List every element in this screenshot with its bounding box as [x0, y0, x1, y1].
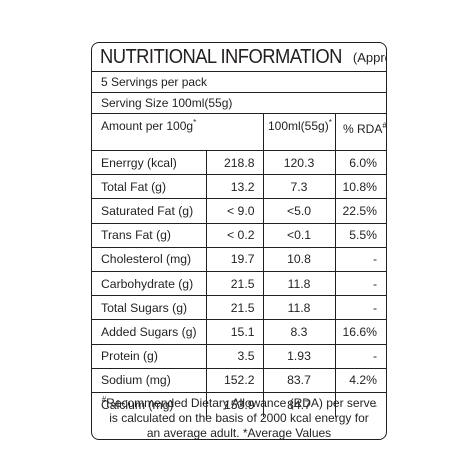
table-row: Added Sugars (g) 15.1 8.3 16.6% [92, 319, 386, 344]
value-per-serve: 7.3 [263, 174, 336, 199]
nutrient-name: Calcium (mg) [92, 391, 207, 417]
nutrient-name: Cholesterol (mg) [92, 246, 207, 272]
amount-header-mark: * [193, 118, 197, 127]
value-per-100g: 19.7 [206, 246, 264, 272]
table-row: Protein (g) 3.5 1.93- [92, 343, 386, 369]
nutrient-name: Total Sugars (g) [92, 295, 207, 320]
value-per-100g: < 9.0 [206, 198, 264, 224]
per-serve-header: 100ml(55g)* [268, 118, 332, 133]
value-per-serve: 11.8 [263, 270, 336, 296]
table-row: Sodium (mg) 152.2 83.7 4.2% [92, 367, 386, 393]
servings-per-pack: 5 Servings per pack [101, 75, 208, 89]
value-per-100g: 218.8 [206, 149, 264, 175]
value-per-100g: 21.5 [206, 295, 264, 320]
table-row: Total Sugars (g) 21.5 11.8- [92, 295, 386, 320]
value-per-serve: 10.8 [263, 246, 336, 272]
value-per-serve: <5.0 [263, 198, 336, 224]
rda-percent: 6.0% [335, 149, 386, 175]
panel-title: NUTRITIONAL INFORMATION (Approx) [92, 43, 386, 71]
value-per-100g: < 0.2 [206, 222, 264, 248]
footnote-line-3: an average adult. *Average Values [146, 426, 332, 440]
rda-percent: 5.5% [335, 222, 386, 248]
amount-header: Amount per 100g* [101, 118, 196, 133]
table-row: Enerrgy (kcal) 218.8 120.3 6.0% [92, 149, 386, 175]
rda-percent: - [335, 343, 386, 369]
value-per-serve: 11.8 [263, 295, 336, 320]
divider [92, 392, 386, 393]
footnote-text-1: Recommended Dietary Allowance (RDA) per … [106, 396, 377, 410]
value-per-serve: 120.3 [263, 149, 336, 175]
nutrient-name: Enerrgy (kcal) [92, 149, 207, 175]
divider [263, 113, 264, 150]
rda-percent: 10.8% [335, 174, 386, 199]
divider [92, 71, 386, 72]
nutrient-name: Sodium (mg) [92, 367, 207, 393]
serving-size: Serving Size 100ml(55g) [101, 96, 233, 110]
nutrient-name: Trans Fat (g) [92, 222, 207, 248]
divider [92, 113, 386, 114]
value-per-100g: 152.2 [206, 367, 264, 393]
rda-percent: 4.2% [335, 367, 386, 393]
footnote-mark: # [101, 395, 107, 404]
rda-percent: - [335, 270, 386, 296]
rda-percent: 16.6% [335, 319, 386, 344]
value-per-serve: <0.1 [263, 222, 336, 248]
footnote: #Recommended Dietary Allowance (RDA) per… [92, 392, 386, 440]
value-per-100g: 3.5 [206, 343, 264, 369]
rda-percent: 22.5% [335, 198, 386, 224]
value-per-100g: 21.5 [206, 270, 264, 296]
value-per-100g: 13.2 [206, 174, 264, 199]
rda-header-mark: # [382, 121, 387, 130]
amount-header-label: Amount per 100g [101, 119, 194, 133]
divider [335, 113, 336, 150]
table-row: Trans Fat (g) < 0.2 <0.1 5.5% [92, 222, 386, 248]
value-per-serve: 8.3 [263, 319, 336, 344]
nutrient-name: Protein (g) [92, 343, 207, 369]
rda-header: % RDA# [343, 121, 387, 136]
nutrient-name: Carbohydrate (g) [92, 270, 207, 296]
nutrition-panel: NUTRITIONAL INFORMATION (Approx) 5 Servi… [91, 42, 387, 440]
table-row: Cholesterol (mg) 19.7 10.8- [92, 246, 386, 272]
value-per-serve: 83.7 [263, 367, 336, 393]
per-serve-header-mark: * [328, 118, 332, 127]
nutrient-name: Added Sugars (g) [92, 319, 207, 344]
table-row: Total Fat (g) 13.2 7.3 10.8% [92, 174, 386, 199]
value-per-100g: 15.1 [206, 319, 264, 344]
title-suffix: (Approx) [352, 49, 386, 65]
table-header: Amount per 100g* 100ml(55g)* % RDA# [92, 113, 386, 150]
divider [92, 92, 386, 93]
table-row: Carbohydrate (g) 21.5 11.8- [92, 270, 386, 296]
table-row: Saturated Fat (g) < 9.0 <5.0 22.5% [92, 198, 386, 224]
value-per-100g: 153.9 [206, 391, 264, 417]
footnote-line-2: is calculated on the basis of 2000 kcal … [109, 411, 369, 425]
nutrient-name: Total Fat (g) [92, 174, 207, 199]
value-per-serve: 1.93 [263, 343, 336, 369]
nutrition-table: Enerrgy (kcal) 218.8 120.3 6.0% Total Fat (g… [92, 149, 386, 417]
nutrient-name: Saturated Fat (g) [92, 198, 207, 224]
rda-percent: - [335, 246, 386, 272]
footnote-line-1: #Recommended Dietary Allowance (RDA) per… [92, 392, 386, 411]
per-serve-header-label: 100ml(55g) [268, 119, 329, 133]
rda-header-label: % RDA [343, 122, 383, 136]
title-text: NUTRITIONAL INFORMATION [100, 45, 342, 68]
rda-percent: - [335, 295, 386, 320]
